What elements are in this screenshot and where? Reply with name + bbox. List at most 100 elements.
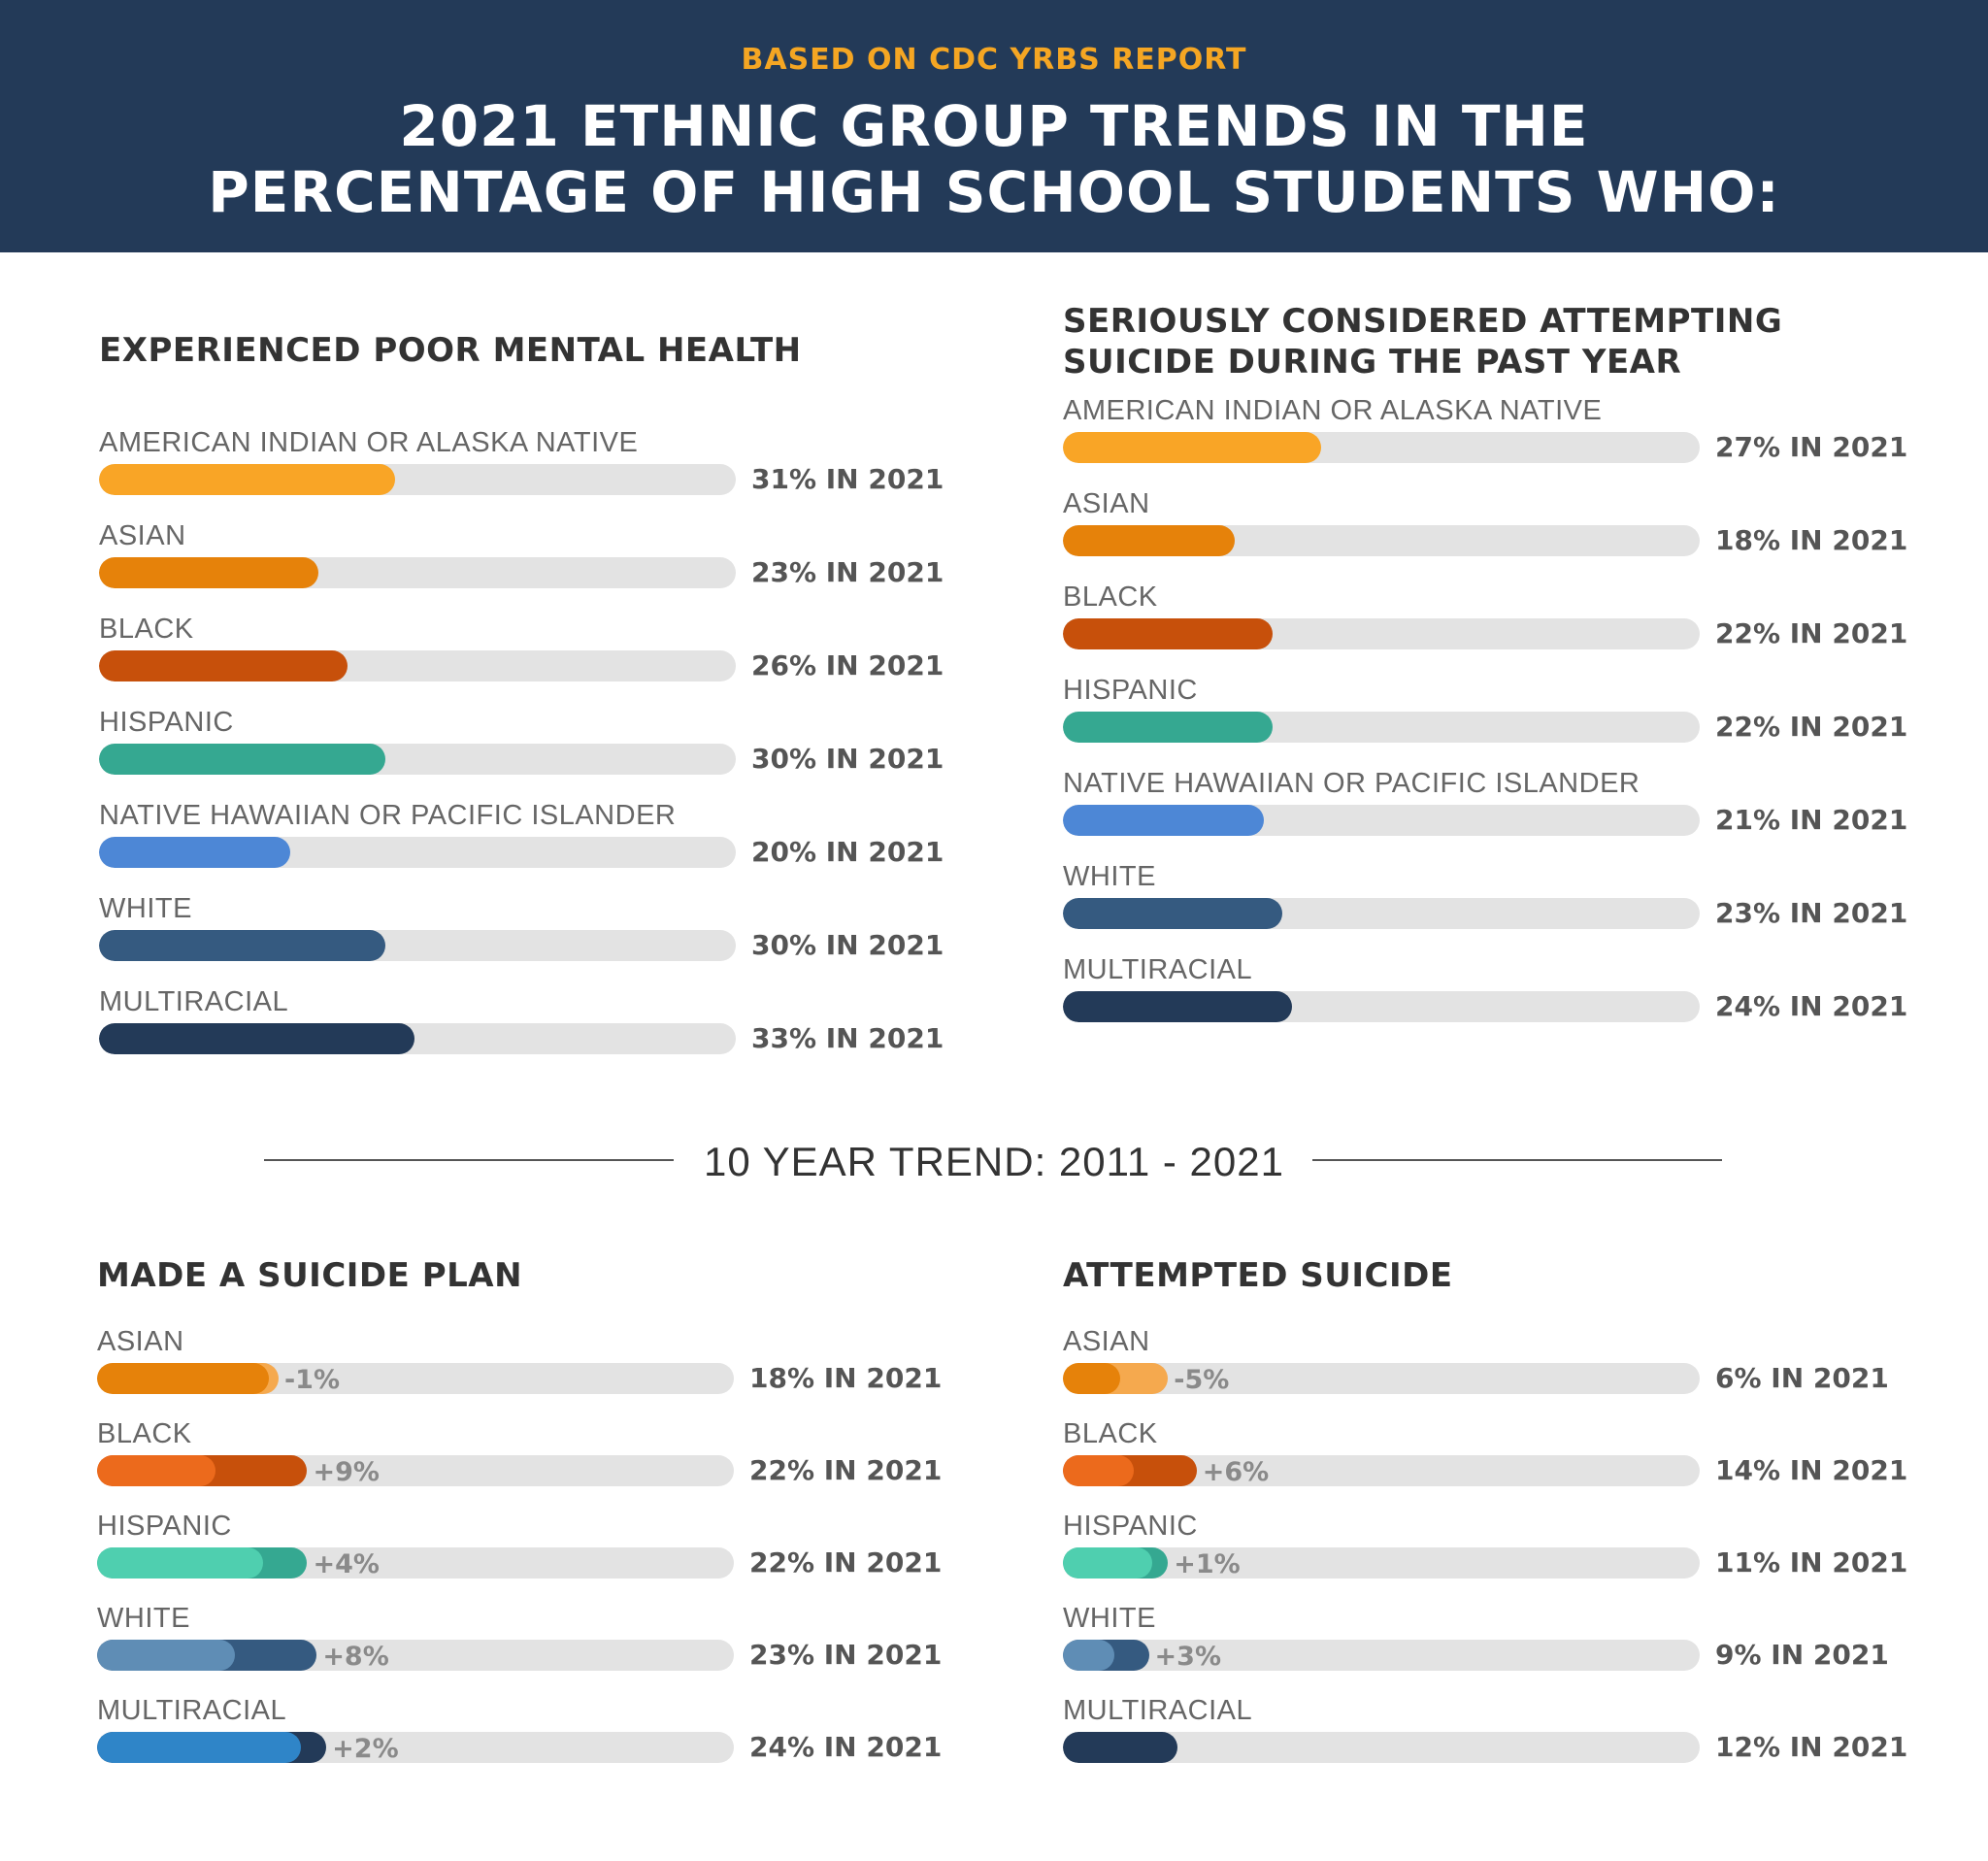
bar-2011	[97, 1640, 235, 1671]
change-label: +2%	[332, 1734, 399, 1764]
bar-row-hispanic: HISPANIC 22% IN 2021	[1063, 675, 1937, 767]
bar-row-black: BLACK 26% IN 2021	[99, 614, 973, 706]
bar-row-asian: ASIAN 23% IN 2021	[99, 520, 973, 613]
bar-fill	[1063, 525, 1236, 556]
value-label: 26% IN 2021	[751, 649, 944, 681]
bar-fill	[1063, 991, 1293, 1022]
value-label: 23% IN 2021	[1715, 897, 1908, 929]
bar-track	[99, 1023, 736, 1054]
bar-fill	[99, 557, 319, 588]
chart-title-line-1: SERIOUSLY CONSIDERED ATTEMPTING	[1063, 302, 1783, 341]
header-title-line-2: PERCENTAGE OF HIGH SCHOOL STUDENTS WHO:	[208, 159, 1780, 225]
value-label: 27% IN 2021	[1715, 431, 1908, 463]
bar-track	[1063, 805, 1700, 836]
bar-track	[97, 1363, 734, 1394]
category-label: WHITE	[1063, 861, 1156, 892]
category-label: ASIAN	[1063, 488, 1150, 519]
category-label: AMERICAN INDIAN OR ALASKA NATIVE	[1063, 395, 1603, 426]
chart-title-line-2: SUICIDE DURING THE PAST YEAR	[1063, 343, 1682, 382]
category-label: BLACK	[97, 1418, 192, 1449]
bar-row-asian: ASIAN -1% 18% IN 2021	[97, 1326, 971, 1418]
value-label: 24% IN 2021	[1715, 990, 1908, 1022]
bar-track	[1063, 898, 1700, 929]
category-label: HISPANIC	[99, 707, 234, 738]
value-label: 24% IN 2021	[749, 1731, 943, 1763]
bar-fill	[1063, 898, 1283, 929]
bar-row-native-hawaiian-or-pacific-islander: NATIVE HAWAIIAN OR PACIFIC ISLANDER 20% I…	[99, 800, 973, 892]
bar-fill	[1063, 618, 1274, 649]
value-label: 9% IN 2021	[1715, 1639, 1889, 1671]
bar-row-white: WHITE 30% IN 2021	[99, 893, 973, 985]
value-label: 18% IN 2021	[749, 1362, 943, 1394]
bar-track	[1063, 1363, 1700, 1394]
bar-row-white: WHITE +8% 23% IN 2021	[97, 1603, 971, 1695]
header-kicker: BASED ON CDC YRBS REPORT	[741, 43, 1247, 77]
value-label: 21% IN 2021	[1715, 804, 1908, 836]
bar-2011	[97, 1547, 264, 1579]
category-label: HISPANIC	[1063, 1511, 1198, 1542]
bar-row-multiracial: MULTIRACIAL 12% IN 2021	[1063, 1695, 1937, 1787]
bar-track	[1063, 1640, 1700, 1671]
value-label: 11% IN 2021	[1715, 1546, 1908, 1579]
bar-2021	[1063, 1732, 1178, 1763]
category-label: ASIAN	[97, 1326, 184, 1357]
divider-text: 10 YEAR TREND: 2011 - 2021	[704, 1139, 1284, 1184]
bar-fill	[1063, 432, 1321, 463]
category-label: MULTIRACIAL	[97, 1695, 287, 1726]
bar-track	[1063, 991, 1700, 1022]
bar-2021	[97, 1363, 270, 1394]
bar-2011	[1063, 1640, 1115, 1671]
bar-2011	[97, 1455, 215, 1486]
bar-track	[99, 464, 736, 495]
trend-divider: 10 YEAR TREND: 2011 - 2021	[0, 1131, 1988, 1189]
bar-track	[97, 1640, 734, 1671]
value-label: 33% IN 2021	[751, 1022, 944, 1054]
category-label: AMERICAN INDIAN OR ALASKA NATIVE	[99, 427, 639, 458]
change-label: +4%	[313, 1549, 380, 1579]
bar-row-asian: ASIAN 18% IN 2021	[1063, 488, 1937, 581]
bar-fill	[99, 930, 386, 961]
bar-row-multiracial: MULTIRACIAL +2% 24% IN 2021	[97, 1695, 971, 1787]
divider-rule-right	[1312, 1159, 1722, 1161]
value-label: 30% IN 2021	[751, 743, 944, 775]
value-label: 23% IN 2021	[749, 1639, 943, 1671]
bar-2011	[1063, 1547, 1153, 1579]
change-label: -1%	[283, 1365, 340, 1395]
bar-track	[1063, 1547, 1700, 1579]
value-label: 23% IN 2021	[751, 556, 944, 588]
bar-row-hispanic: HISPANIC +4% 22% IN 2021	[97, 1511, 971, 1603]
bar-row-american-indian-or-alaska-native: AMERICAN INDIAN OR ALASKA NATIVE 31% IN 2…	[99, 427, 973, 519]
bar-track	[99, 837, 736, 868]
value-label: 20% IN 2021	[751, 836, 944, 868]
category-label: WHITE	[1063, 1603, 1156, 1634]
bar-track	[97, 1547, 734, 1579]
category-label: BLACK	[1063, 582, 1158, 613]
bar-track	[97, 1732, 734, 1763]
change-label: +3%	[1154, 1642, 1222, 1672]
change-label: +9%	[313, 1457, 380, 1487]
category-label: HISPANIC	[97, 1511, 232, 1542]
bar-row-white: WHITE +3% 9% IN 2021	[1063, 1603, 1937, 1695]
bar-fill	[1063, 712, 1274, 743]
divider-rule-left	[264, 1159, 674, 1161]
bar-fill	[99, 650, 348, 681]
bar-row-american-indian-or-alaska-native: AMERICAN INDIAN OR ALASKA NATIVE 27% IN 2…	[1063, 395, 1937, 487]
value-label: 22% IN 2021	[1715, 711, 1908, 743]
bar-row-black: BLACK 22% IN 2021	[1063, 582, 1937, 674]
category-label: ASIAN	[99, 520, 186, 551]
bar-fill	[99, 464, 396, 495]
chart-title: ATTEMPTED SUICIDE	[1063, 1256, 1453, 1295]
category-label: HISPANIC	[1063, 675, 1198, 706]
category-label: WHITE	[99, 893, 192, 924]
bar-track	[1063, 525, 1700, 556]
category-label: MULTIRACIAL	[99, 986, 289, 1017]
category-label: NATIVE HAWAIIAN OR PACIFIC ISLANDER	[99, 800, 677, 831]
value-label: 22% IN 2021	[1715, 617, 1908, 649]
value-label: 31% IN 2021	[751, 463, 944, 495]
category-label: MULTIRACIAL	[1063, 1695, 1253, 1726]
value-label: 6% IN 2021	[1715, 1362, 1889, 1394]
header-banner: BASED ON CDC YRBS REPORT 2021 ETHNIC GRO…	[0, 0, 1988, 252]
chart-title: MADE A SUICIDE PLAN	[97, 1256, 523, 1295]
bar-track	[1063, 1455, 1700, 1486]
bar-row-white: WHITE 23% IN 2021	[1063, 861, 1937, 953]
